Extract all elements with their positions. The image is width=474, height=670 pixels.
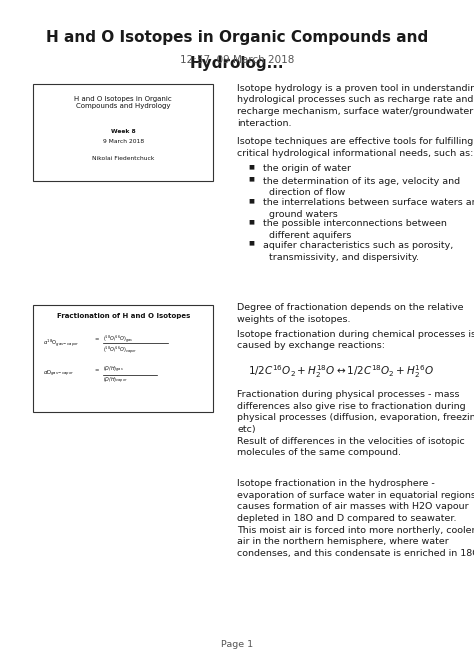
Text: the determination of its age, velocity and
  direction of flow: the determination of its age, velocity a… <box>263 176 460 197</box>
Text: $(D/H)_{gas}$: $(D/H)_{gas}$ <box>103 365 124 375</box>
Text: Isotope techniques are effective tools for fulfilling
critical hydrological info: Isotope techniques are effective tools f… <box>237 137 474 158</box>
Text: Page 1: Page 1 <box>221 640 253 649</box>
Text: the origin of water: the origin of water <box>263 164 351 173</box>
Text: aquifer characteristics such as porosity,
  transmissivity, and dispersivity.: aquifer characteristics such as porosity… <box>263 241 453 261</box>
Text: Fractionation during physical processes - mass
differences also give rise to fra: Fractionation during physical processes … <box>237 390 474 457</box>
Text: Fractionation of H and O Isotopes: Fractionation of H and O Isotopes <box>56 313 190 319</box>
Text: Degree of fractionation depends on the relative
weights of the isotopes.: Degree of fractionation depends on the r… <box>237 303 464 324</box>
Text: Hydrolog...: Hydrolog... <box>190 56 284 70</box>
Text: 9 March 2018: 9 March 2018 <box>103 139 144 144</box>
Text: $1/2C^{16}O_2 + H_2^{18}O \leftrightarrow 1/2C^{18}O_2 + H_2^{16}O$: $1/2C^{16}O_2 + H_2^{18}O \leftrightarro… <box>248 363 434 380</box>
Text: H and O Isotopes in Organic
Compounds and Hydrology: H and O Isotopes in Organic Compounds an… <box>74 96 172 109</box>
Text: Nikolai Fiedentchuck: Nikolai Fiedentchuck <box>92 156 155 161</box>
Text: $(^{18}O/^{16}O)_{vapor}$: $(^{18}O/^{16}O)_{vapor}$ <box>103 344 137 356</box>
Text: ■: ■ <box>249 164 255 169</box>
Text: $(^{18}O/^{16}O)_{gas}$: $(^{18}O/^{16}O)_{gas}$ <box>103 334 134 345</box>
Text: ■: ■ <box>249 198 255 203</box>
Text: ■: ■ <box>249 176 255 182</box>
FancyBboxPatch shape <box>33 305 213 412</box>
Text: the interrelations between surface waters and
  ground waters: the interrelations between surface water… <box>263 198 474 218</box>
Text: =: = <box>95 337 99 342</box>
Text: H and O Isotopes in Organic Compounds and: H and O Isotopes in Organic Compounds an… <box>46 30 428 45</box>
Text: Isotope fractionation during chemical processes is
caused by exchange reactions:: Isotope fractionation during chemical pr… <box>237 330 474 350</box>
Text: =: = <box>95 369 99 373</box>
Text: 12:57  09 March 2018: 12:57 09 March 2018 <box>180 55 294 65</box>
Text: ■: ■ <box>249 241 255 246</box>
Text: Isotope fractionation in the hydrosphere -
evaporation of surface water in equat: Isotope fractionation in the hydrosphere… <box>237 479 474 558</box>
Text: Week 8: Week 8 <box>111 129 136 134</box>
Text: $\alpha^{18}$O$_{gas-vapor}$: $\alpha^{18}$O$_{gas-vapor}$ <box>43 337 79 348</box>
FancyBboxPatch shape <box>33 84 213 181</box>
Text: the possible interconnections between
  different aquifers: the possible interconnections between di… <box>263 220 447 240</box>
Text: $\alpha$D$_{gas-vapor}$: $\alpha$D$_{gas-vapor}$ <box>43 369 74 379</box>
Text: ■: ■ <box>249 220 255 224</box>
Text: $(D/H)_{vapor}$: $(D/H)_{vapor}$ <box>103 376 128 386</box>
Text: Isotope hydrology is a proven tool in understanding
hydrological processes such : Isotope hydrology is a proven tool in un… <box>237 84 474 128</box>
